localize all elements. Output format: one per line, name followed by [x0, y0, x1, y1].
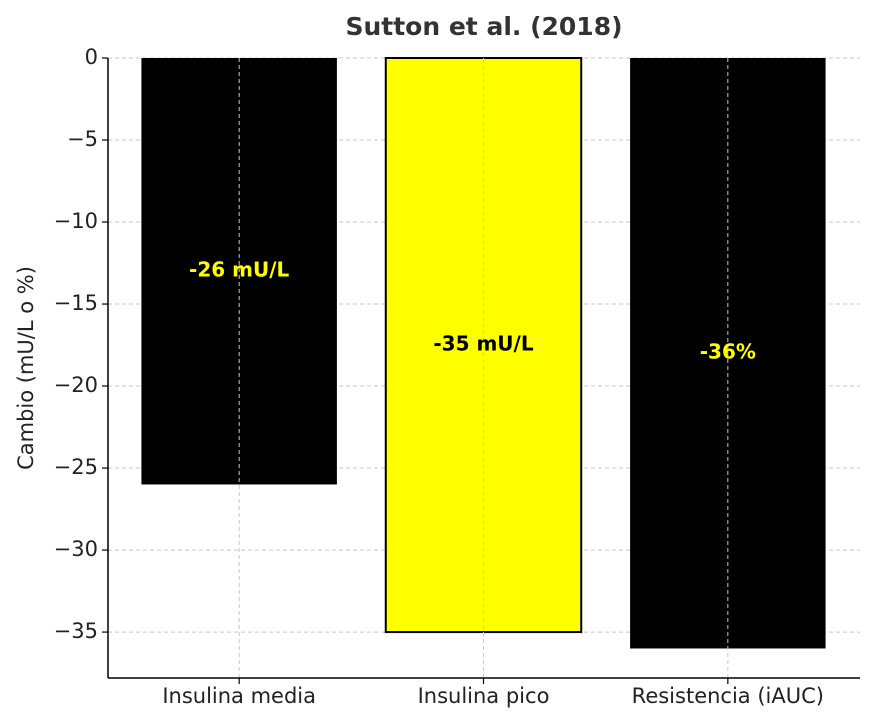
y-tick-label: 0	[85, 45, 98, 69]
x-tick-label: Insulina media	[162, 684, 316, 708]
y-tick-label: −35	[54, 619, 98, 643]
value-label: -35 mU/L	[433, 332, 533, 356]
y-tick-label: −10	[54, 209, 98, 233]
y-tick-label: −20	[54, 373, 98, 397]
chart-title: Sutton et al. (2018)	[345, 12, 622, 41]
y-tick-label: −15	[54, 291, 98, 315]
y-axis-label: Cambio (mU/L o %)	[14, 266, 38, 470]
y-tick-label: −5	[67, 127, 98, 151]
y-tick-label: −25	[54, 455, 98, 479]
y-tick-label: −30	[54, 537, 98, 561]
x-tick-label: Resistencia (iAUC)	[632, 684, 824, 708]
value-label: -36%	[700, 340, 756, 364]
x-tick-label: Insulina pico	[418, 684, 550, 708]
value-label: -26 mU/L	[189, 258, 289, 282]
